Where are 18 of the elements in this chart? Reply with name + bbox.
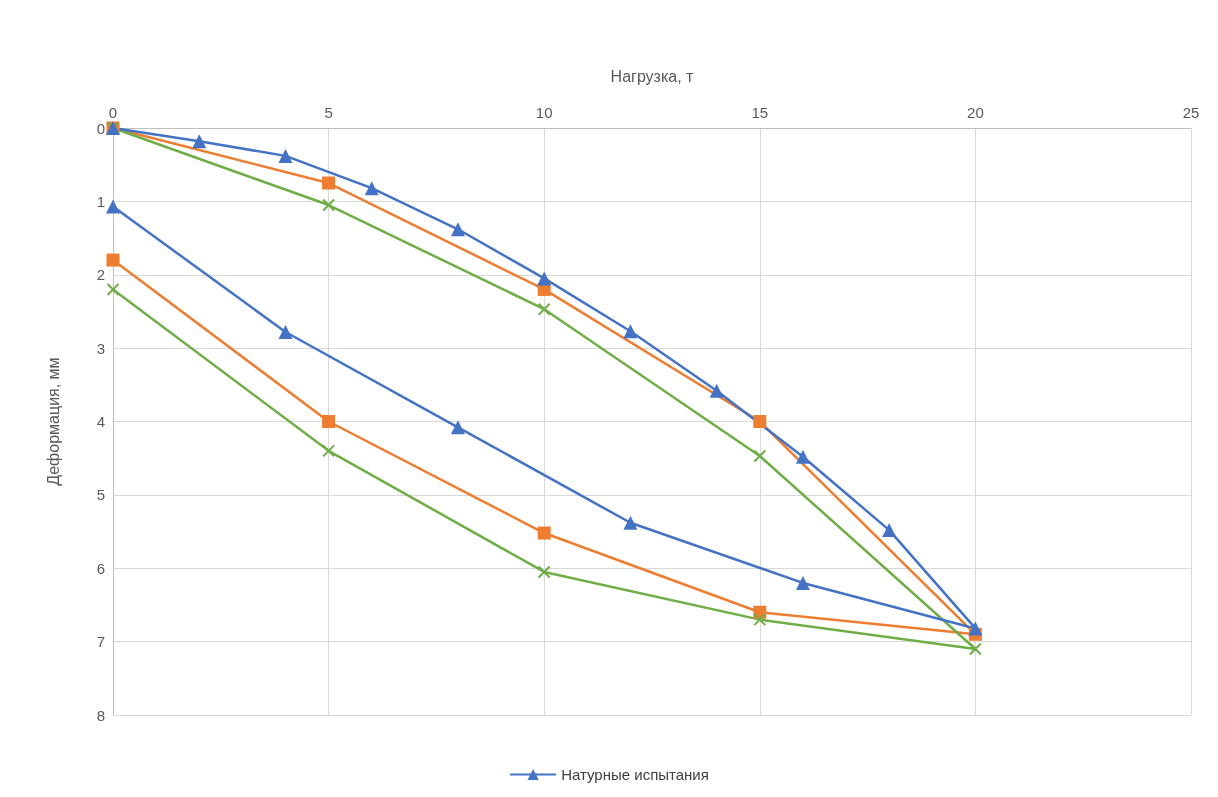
y-tick-label: 5 (96, 486, 105, 504)
y-axis-title: Деформация, мм (44, 357, 62, 486)
x-tick-label: 25 (1182, 104, 1200, 121)
x-axis-title: Нагрузка, т (610, 67, 695, 85)
x-tick-label: 0 (108, 104, 118, 121)
y-tick-label: 8 (96, 706, 105, 724)
y-tick-label: 0 (96, 119, 105, 137)
legend-label: Натурные испытания (561, 766, 709, 783)
y-tick-label: 6 (96, 559, 105, 577)
y-tick-label: 1 (96, 192, 105, 210)
x-tick-label: 15 (751, 104, 769, 121)
y-tick-label: 3 (96, 339, 105, 357)
y-tick-label: 7 (96, 633, 105, 651)
x-tick-label: 20 (967, 104, 984, 121)
x-tick-label: 5 (324, 104, 333, 121)
y-tick-label: 4 (96, 413, 105, 430)
x-tick-label: 10 (535, 104, 553, 121)
y-tick-label: 2 (96, 266, 105, 284)
